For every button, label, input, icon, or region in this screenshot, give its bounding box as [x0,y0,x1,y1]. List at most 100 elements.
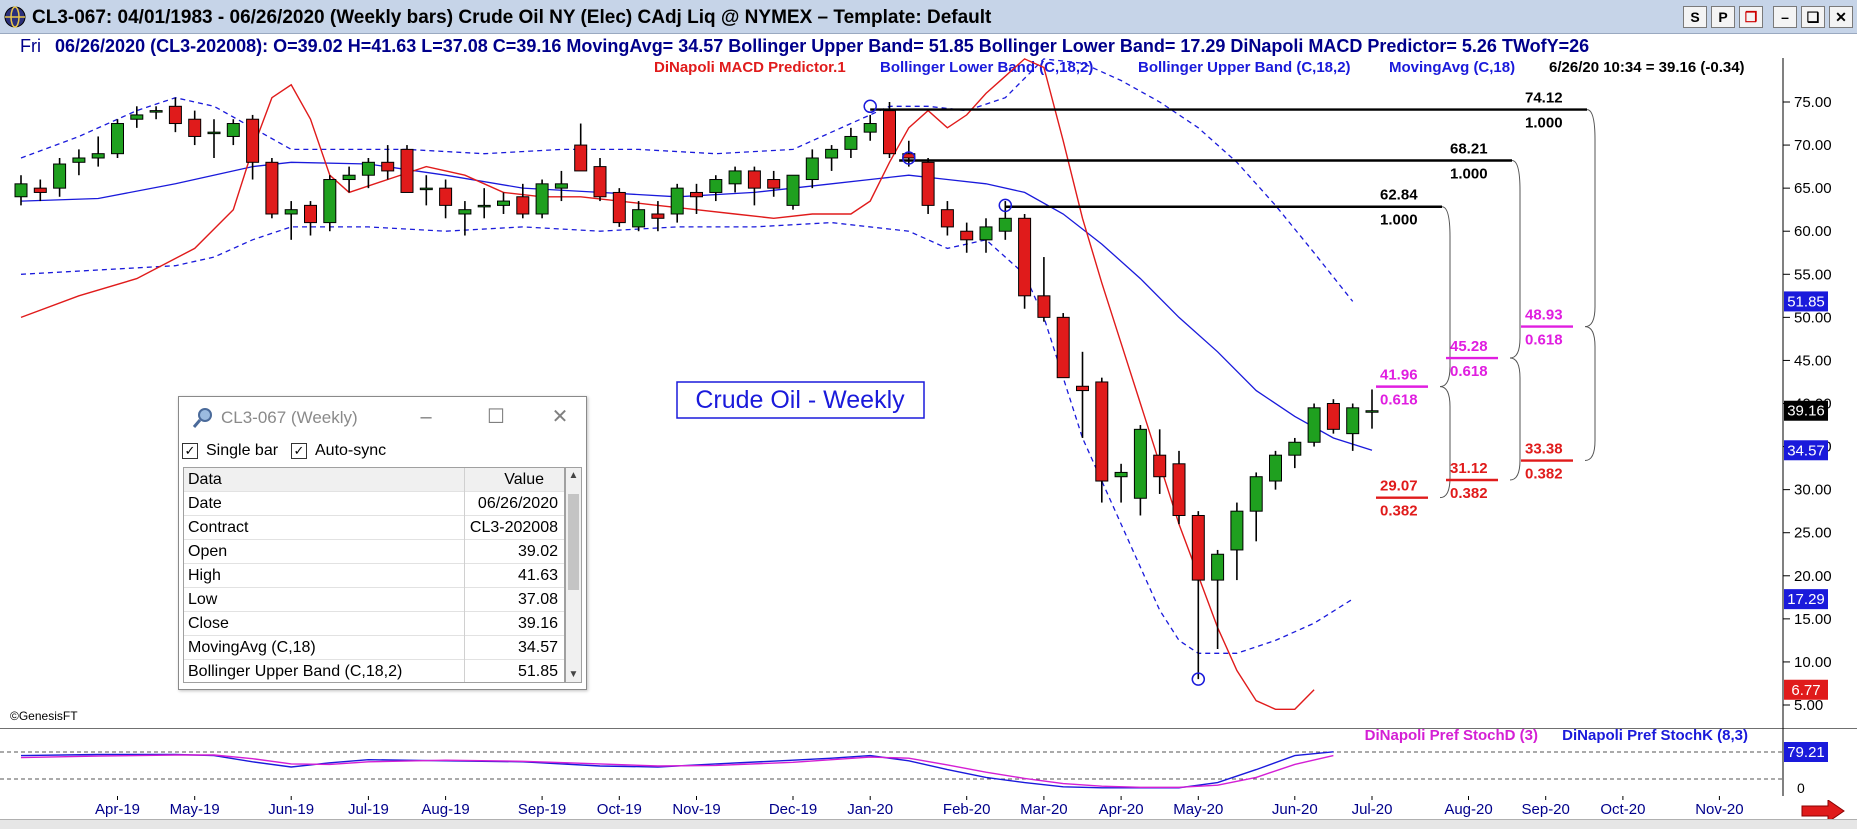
y-tick-label: 60.00 [1794,223,1832,240]
header-value: Value [504,471,544,488]
stoch-lines [20,751,1334,789]
candle-body [516,196,530,215]
genesis-watermark: ©GenesisFT [10,709,78,723]
scroll-down-icon[interactable]: ▼ [568,669,579,680]
candle-body [863,123,877,133]
price-badge-bg [1784,400,1828,421]
scroll-thumb[interactable] [568,494,579,590]
fib-100-level: 62.84 [1380,187,1418,204]
candle-body [1269,454,1282,482]
candle-body [940,209,954,228]
candle-body [323,179,337,224]
candle-body [728,170,742,185]
magnifier-icon [192,408,212,428]
app-globe-icon [4,6,26,28]
row-value: 06/26/2020 [477,495,558,512]
fib-100-ratio: 1.000 [1525,115,1563,132]
x-tick-label: May-19 [170,801,220,818]
column-separator [464,612,465,636]
candle-body [53,163,67,189]
minimize-button[interactable]: – [1773,6,1797,28]
detach-button[interactable]: ❐ [1739,6,1763,28]
x-tick-label: Nov-20 [1695,801,1743,818]
candle-body [1018,217,1032,297]
candle-body [1307,407,1321,443]
candle-body [786,174,800,206]
candle-body [168,105,182,125]
candle-body [226,123,240,137]
window-titlebar: CL3-067: 04/01/1983 - 06/26/2020 (Weekly… [0,0,1857,34]
horizontal-scrollbar[interactable] [0,819,1857,829]
stoch-k-line [20,751,1334,789]
auto-sync-checkbox[interactable]: ✓ [291,443,307,459]
data-window-scrollbar[interactable]: ▲ ▼ [565,467,582,683]
pivot-circle [1191,672,1206,686]
table-header: Data Value [184,468,564,492]
table-row[interactable]: Date 06/26/2020 [184,492,564,516]
price-chart[interactable]: DiNapoli MACD Predictor.1 Bollinger Lowe… [0,58,1857,728]
upper-band-line [20,58,1354,302]
x-tick-label: Jun-19 [268,801,314,818]
fib-382-ratio: 0.382 [1450,485,1488,502]
table-row[interactable]: Low 37.08 [184,588,564,612]
ma-line [20,161,1373,451]
column-separator [464,588,465,612]
data-window-title: CL3-067 (Weekly) [221,408,358,427]
stoch-d-line [20,754,1334,788]
table-row[interactable]: Close 39.16 [184,612,564,636]
row-value: 37.08 [517,591,558,608]
single-bar-checkbox[interactable]: ✓ [182,443,198,459]
dw-maximize-button[interactable]: ☐ [487,406,505,428]
candle-body [381,161,395,172]
symbol-button[interactable]: S [1683,6,1707,28]
fib-618-ratio: 0.618 [1525,332,1563,349]
dw-close-button[interactable]: ✕ [551,406,569,428]
candle-body [1230,510,1244,551]
fib-618-ratio: 0.618 [1450,363,1488,380]
table-row[interactable]: Open 39.02 [184,540,564,564]
data-window-titlebar[interactable]: CL3-067 (Weekly) – ☐ ✕ [179,397,586,439]
y-tick-label: 45.00 [1794,352,1832,369]
window-title: CL3-067: 04/01/1983 - 06/26/2020 (Weekly… [32,7,992,28]
candle-body [14,183,28,198]
candle-body [632,209,646,228]
candle-body [1346,407,1360,435]
y-tick-label: 50.00 [1794,309,1832,326]
row-label: Open [188,543,228,560]
table-row[interactable]: MovingAvg (C,18) 34.57 [184,636,564,660]
auto-sync-label: Auto-sync [315,442,387,459]
pivot-circle [863,99,877,114]
data-window[interactable]: CL3-067 (Weekly) – ☐ ✕ ✓ Single bar ✓ Au… [178,396,587,690]
candle-body [979,226,993,241]
price-badges: 51.85 39.16 34.57 17.29 6.77 [1784,291,1828,700]
candle-body [458,209,472,215]
x-tick-label: Apr-20 [1099,801,1144,818]
price-badge-bg [1784,679,1828,700]
price-badge-bg [1784,589,1828,610]
maximize-button[interactable]: ❑ [1801,6,1825,28]
legend-stoch-k: DiNapoli Pref StochK (8,3) [1562,728,1748,744]
table-row[interactable]: High 41.63 [184,564,564,588]
candle-body [921,161,935,206]
candle-body [1288,441,1302,456]
row-label: Bollinger Upper Band (C,18,2) [188,663,403,680]
scroll-up-icon[interactable]: ▲ [568,470,579,481]
print-button[interactable]: P [1711,6,1735,28]
stochastic-pane[interactable]: DiNapoli Pref StochD (3) DiNapoli Pref S… [0,728,1857,796]
candle-body [342,174,356,181]
table-row[interactable]: Contract CL3-202008 [184,516,564,540]
candle-body [1211,553,1225,581]
table-row[interactable]: Bollinger Upper Band (C,18,2) 51.85 [184,660,564,682]
x-tick-label: Aug-20 [1444,801,1492,818]
legend-macd: DiNapoli MACD Predictor.1 [654,59,846,76]
row-label: MovingAvg (C,18) [188,639,316,656]
candle-body [497,200,510,206]
fib-100-ratio: 1.000 [1450,165,1488,182]
scroll-right-arrow-icon[interactable] [1800,800,1846,822]
weekday-label: Fri [20,36,41,56]
close-button[interactable]: ✕ [1829,6,1853,28]
candle-body [883,110,896,155]
candle-body [361,161,375,176]
dw-minimize-button[interactable]: – [420,406,432,428]
candle-body [1114,471,1128,478]
